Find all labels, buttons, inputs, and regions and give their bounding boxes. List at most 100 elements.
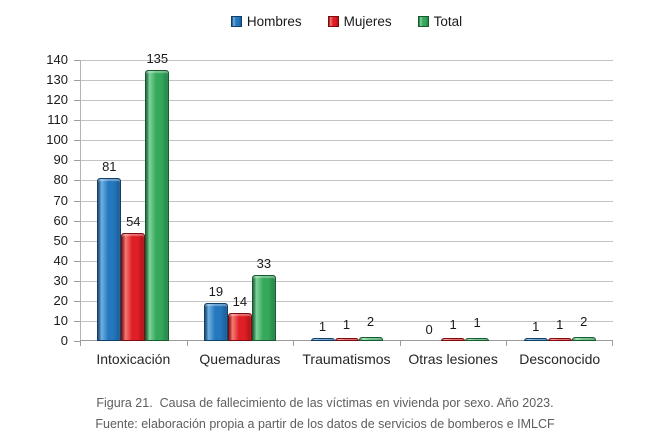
x-axis-labels: Intoxicación Quemaduras Traumatismos Otras … [80,351,613,371]
value-label: 1 [318,319,327,334]
legend-item-hombres: Hombres [230,13,302,29]
bar-mujeres-3 [334,338,359,341]
value-label: 2 [580,314,588,329]
bar-hombres-1 [97,178,122,341]
y-axis-labels: 0 10 20 30 40 50 60 70 80 90 100 110 120 130 140 [0,52,74,348]
x-axis-tick [80,341,81,346]
y-axis-tick-label: 10 [53,312,68,328]
value-label: 14 [232,294,248,309]
category-label: Traumatismos [302,351,391,367]
gridline-y110 [80,120,613,122]
caption-title: Figura 21. Causa de fallecimiento de las… [96,396,554,410]
value-label: 33 [256,256,272,271]
value-label: 54 [126,214,141,229]
y-axis-tick-label: 40 [53,252,68,268]
gridline-y80 [80,180,613,182]
y-axis-tick-label: 90 [53,152,68,168]
bar-mujeres-1 [121,233,146,341]
gridline-y130 [80,80,613,82]
y-axis-tick-label: 80 [53,172,68,188]
bar-total-5 [571,337,596,341]
y-axis-tick-label: 20 [53,292,68,308]
plot-area: 81 54 135 19 14 33 1 1 2 0 1 1 1 1 2 [74,51,613,346]
value-label: 1 [449,317,457,332]
legend-label-mujeres: Mujeres [343,13,392,29]
legend-item-total: Total [417,13,463,29]
legend-swatch-hombres-icon [230,15,242,27]
caption-source: Fuente: elaboración propia a partir de l… [95,417,555,431]
y-axis-tick [74,140,80,142]
y-axis-tick-label: 120 [46,92,68,108]
x-axis-tick [293,341,295,346]
gridline-y40 [80,260,613,262]
chart-legend: Hombres Mujeres Total [80,12,613,30]
y-axis-tick [74,280,80,282]
x-axis-tick [399,341,401,346]
value-label: 81 [102,159,117,174]
category-label: Intoxicación [96,351,171,367]
bar-mujeres-2 [227,313,252,341]
gridline-y120 [80,100,613,102]
y-axis-line [80,60,81,341]
figure-caption: Figura 21. Causa de fallecimiento de las… [0,393,650,435]
y-axis-tick [74,60,80,61]
bar-hombres-3 [310,338,335,341]
y-axis-tick [74,120,80,122]
y-axis-tick [74,160,80,162]
y-axis-tick-label: 100 [46,132,68,148]
legend-label-total: Total [433,13,463,29]
y-axis-tick [74,100,80,102]
gridline-y90 [80,160,613,162]
y-axis-tick-label: 140 [46,52,68,67]
bar-total-2 [251,275,276,341]
y-axis-tick [74,300,80,302]
bar-mujeres-4 [441,338,466,341]
value-label: 135 [146,51,169,66]
y-axis-tick-label: 50 [53,232,68,248]
category-label: Quemaduras [199,351,281,367]
y-axis-tick-label: 70 [53,192,68,208]
value-label: 2 [366,314,375,329]
y-axis-tick-label: 0 [60,333,68,348]
y-axis-tick-label: 130 [46,72,68,88]
gridline-y100 [80,140,613,142]
bar-total-1 [145,70,170,341]
value-label: 1 [342,317,351,332]
value-label: 1 [532,319,540,334]
y-axis-tick-label: 60 [53,212,68,228]
legend-swatch-mujeres-icon [327,15,339,27]
gridline-y140 [80,60,613,61]
y-axis-tick-label: 110 [47,112,68,128]
bar-mujeres-5 [547,338,572,341]
category-label: Desconocido [519,351,601,367]
y-axis-tick [74,200,80,202]
y-axis-tick [74,180,80,182]
value-label: 1 [473,315,481,330]
y-axis-tick [74,341,80,342]
gridline-y60 [80,220,613,222]
gridline-y20 [80,300,613,302]
value-label: 1 [556,317,564,332]
y-axis-tick [74,260,80,262]
category-label: Otras lesiones [408,351,498,367]
bar-hombres-5 [523,338,548,341]
bar-total-4 [465,338,490,341]
gridline-y10 [80,320,613,322]
x-axis-tick [186,341,188,346]
y-axis-tick [74,80,80,82]
legend-item-mujeres: Mujeres [327,13,392,29]
bar-total-3 [358,337,383,341]
y-axis-tick [74,320,80,322]
legend-swatch-total-icon [417,15,429,27]
x-axis-tick [506,341,508,346]
y-axis-tick [74,220,80,222]
legend-label-hombres: Hombres [246,13,302,29]
x-axis-tick [612,341,613,346]
bar-hombres-2 [203,303,228,341]
gridline-y30 [80,280,613,282]
y-axis-tick-label: 30 [53,272,68,288]
gridline-y50 [80,240,613,242]
value-label: 0 [425,322,433,337]
gridline-y70 [80,200,613,202]
